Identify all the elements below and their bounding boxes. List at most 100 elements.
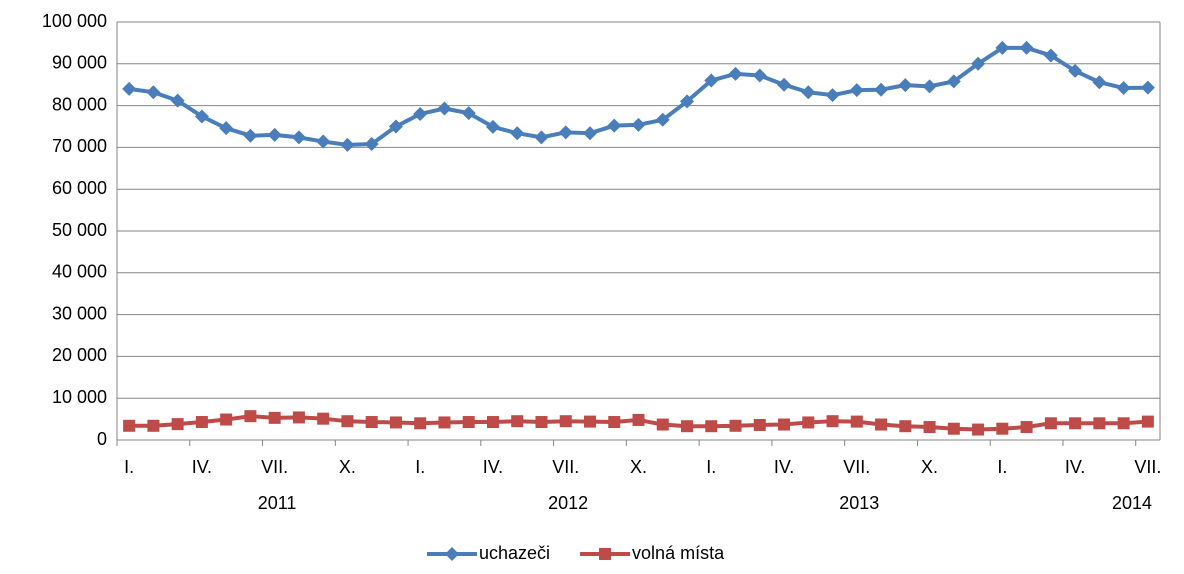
marker bbox=[801, 85, 816, 100]
marker bbox=[559, 415, 572, 428]
marker bbox=[996, 422, 1009, 435]
marker bbox=[599, 548, 612, 560]
marker bbox=[656, 418, 669, 431]
marker bbox=[923, 421, 936, 434]
marker bbox=[1044, 417, 1057, 430]
series bbox=[123, 410, 1154, 436]
x-tick-label: I. bbox=[124, 457, 134, 477]
marker bbox=[147, 419, 160, 432]
marker bbox=[681, 420, 694, 433]
marker bbox=[583, 415, 596, 428]
x-tick-label: VII. bbox=[261, 457, 288, 477]
marker bbox=[365, 416, 378, 429]
marker bbox=[1093, 417, 1106, 430]
marker bbox=[438, 416, 451, 429]
marker bbox=[972, 423, 985, 436]
y-tick-label: 70 000 bbox=[52, 136, 107, 156]
x-tick-label: X. bbox=[630, 457, 647, 477]
marker bbox=[535, 416, 548, 429]
y-tick-label: 80 000 bbox=[52, 94, 107, 114]
marker bbox=[146, 85, 161, 100]
x-tick-label: VII. bbox=[1134, 457, 1161, 477]
marker bbox=[316, 134, 331, 149]
y-tick-label: 20 000 bbox=[52, 345, 107, 365]
marker bbox=[485, 119, 500, 134]
marker bbox=[946, 74, 961, 89]
y-tick-label: 50 000 bbox=[52, 220, 107, 240]
marker bbox=[220, 413, 233, 426]
marker bbox=[511, 415, 524, 428]
marker bbox=[340, 137, 355, 152]
y-tick-label: 30 000 bbox=[52, 303, 107, 323]
marker bbox=[445, 547, 459, 561]
marker bbox=[437, 101, 452, 116]
marker bbox=[171, 418, 184, 431]
marker bbox=[608, 416, 621, 429]
marker bbox=[1141, 415, 1154, 428]
x-group-label: 2014 bbox=[1112, 493, 1152, 513]
marker bbox=[850, 415, 863, 428]
marker bbox=[1117, 417, 1130, 430]
marker bbox=[753, 418, 766, 431]
marker bbox=[1019, 40, 1034, 55]
marker bbox=[752, 68, 767, 83]
marker bbox=[631, 117, 646, 132]
marker bbox=[534, 130, 549, 145]
legend-label: uchazeči bbox=[479, 543, 550, 563]
marker bbox=[922, 79, 937, 94]
x-tick-label: IV. bbox=[192, 457, 212, 477]
legend-label: volná místa bbox=[632, 543, 725, 563]
x-tick-label: IV. bbox=[1065, 457, 1085, 477]
marker bbox=[849, 83, 864, 98]
marker bbox=[413, 106, 428, 121]
marker bbox=[243, 128, 258, 143]
x-tick-label: VII. bbox=[843, 457, 870, 477]
marker bbox=[704, 73, 719, 88]
marker bbox=[267, 127, 282, 142]
marker bbox=[414, 417, 427, 430]
marker bbox=[292, 411, 305, 424]
marker bbox=[655, 112, 670, 127]
x-group-label: 2011 bbox=[258, 493, 297, 513]
marker bbox=[680, 94, 695, 109]
marker bbox=[1020, 421, 1033, 434]
marker bbox=[778, 418, 791, 431]
marker bbox=[364, 137, 379, 152]
marker bbox=[826, 415, 839, 428]
y-tick-label: 90 000 bbox=[52, 53, 107, 73]
marker bbox=[971, 56, 986, 71]
marker bbox=[899, 420, 912, 433]
marker bbox=[123, 419, 136, 432]
y-tick-label: 10 000 bbox=[52, 387, 107, 407]
x-tick-label: X. bbox=[921, 457, 938, 477]
x-group-label: 2013 bbox=[839, 493, 879, 513]
marker bbox=[291, 130, 306, 145]
marker bbox=[705, 420, 718, 433]
marker bbox=[1069, 417, 1082, 430]
x-tick-label: IV. bbox=[774, 457, 794, 477]
marker bbox=[874, 82, 889, 97]
marker bbox=[947, 422, 960, 435]
marker bbox=[729, 419, 742, 432]
marker bbox=[875, 418, 888, 431]
marker bbox=[486, 416, 499, 429]
marker bbox=[898, 78, 913, 93]
marker bbox=[1043, 48, 1058, 63]
marker bbox=[317, 412, 330, 425]
marker bbox=[510, 126, 525, 141]
x-group-label: 2012 bbox=[548, 493, 588, 513]
marker bbox=[244, 410, 257, 423]
marker bbox=[1092, 75, 1107, 90]
marker bbox=[802, 416, 815, 429]
marker bbox=[777, 77, 792, 92]
series bbox=[122, 40, 1155, 152]
marker bbox=[170, 93, 185, 108]
y-tick-label: 60 000 bbox=[52, 178, 107, 198]
marker bbox=[122, 81, 137, 96]
x-tick-label: IV. bbox=[483, 457, 503, 477]
marker bbox=[1068, 63, 1083, 78]
marker bbox=[389, 416, 402, 429]
y-tick-label: 40 000 bbox=[52, 262, 107, 282]
marker bbox=[825, 88, 840, 103]
